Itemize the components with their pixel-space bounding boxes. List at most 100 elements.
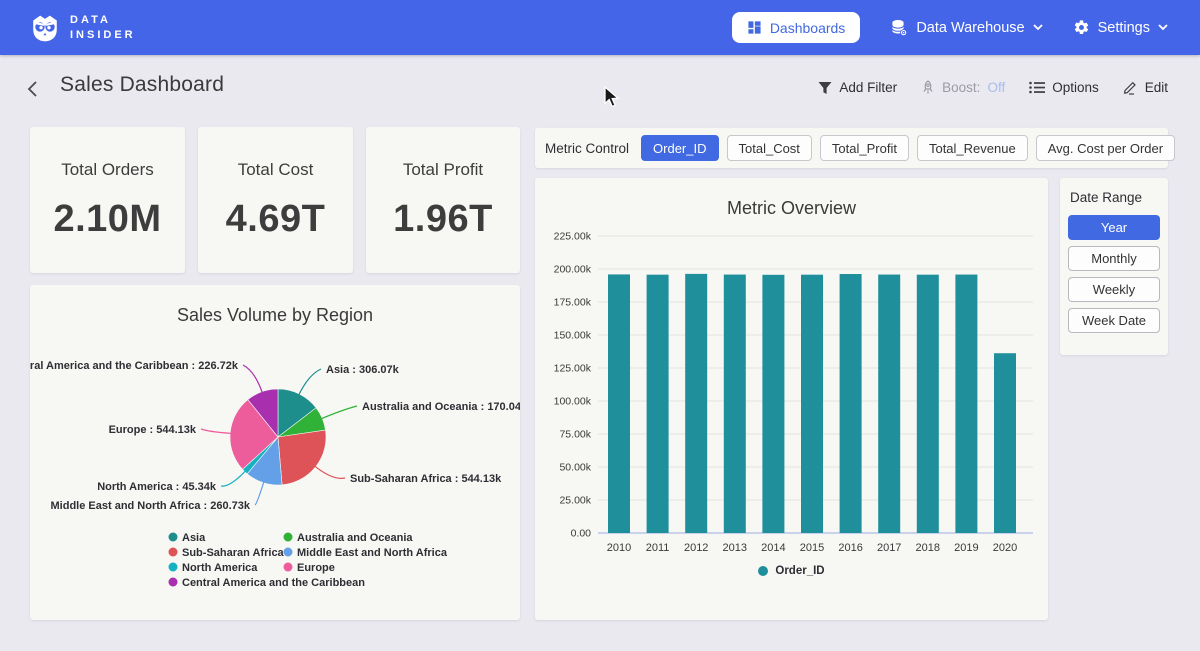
- y-axis-tick: 200.00k: [554, 264, 592, 276]
- navbar-menu: Dashboards Data Warehouse: [732, 12, 1168, 43]
- bar-2012[interactable]: [685, 274, 707, 533]
- pie-chart: Asia : 306.07kAustralia and Oceania : 17…: [30, 305, 520, 620]
- legend-dot-europe[interactable]: [284, 563, 293, 572]
- legend-dot-asia[interactable]: [169, 533, 178, 542]
- kpi-value: 1.96T: [393, 198, 493, 241]
- bar-2019[interactable]: [955, 275, 977, 533]
- y-axis-tick: 150.00k: [554, 330, 592, 342]
- bar-2011[interactable]: [647, 275, 669, 533]
- chevron-down-icon: [1033, 24, 1043, 31]
- x-axis-label: 2019: [954, 542, 978, 554]
- legend-item-middle-east-and-north-africa[interactable]: Middle East and North Africa: [297, 547, 448, 559]
- chevron-down-icon: [1158, 24, 1168, 31]
- bar-2015[interactable]: [801, 275, 823, 533]
- kpi-card-total-profit: Total Profit 1.96T: [366, 127, 520, 273]
- legend-dot-central-america-and-the-caribbean[interactable]: [169, 578, 178, 587]
- x-axis-label: 2015: [800, 542, 824, 554]
- data-warehouse-menu[interactable]: Data Warehouse: [890, 19, 1042, 37]
- metric-chip-total-revenue[interactable]: Total_Revenue: [917, 135, 1028, 161]
- bar-2016[interactable]: [840, 274, 862, 533]
- legend-item-asia[interactable]: Asia: [182, 532, 206, 544]
- pencil-icon: [1123, 80, 1138, 95]
- edit-label: Edit: [1145, 80, 1168, 95]
- date-range-week-date[interactable]: Week Date: [1068, 308, 1160, 333]
- date-range-panel: Date Range YearMonthlyWeeklyWeek Date: [1060, 178, 1168, 355]
- date-range-weekly[interactable]: Weekly: [1068, 277, 1160, 302]
- metric-control-bar: Metric Control Order_ID Total_Cost Total_P…: [535, 128, 1168, 168]
- bar-chart-title: Metric Overview: [535, 178, 1048, 219]
- bar-2013[interactable]: [724, 275, 746, 533]
- edit-button[interactable]: Edit: [1123, 80, 1168, 95]
- dashboards-label: Dashboards: [770, 20, 846, 36]
- legend-item-europe[interactable]: Europe: [297, 562, 335, 574]
- x-axis-label: 2014: [761, 542, 785, 554]
- legend-item-sub-saharan-africa[interactable]: Sub-Saharan Africa: [182, 547, 285, 559]
- back-button[interactable]: [26, 79, 40, 102]
- y-axis-tick: 225.00k: [554, 231, 592, 243]
- boost-state: Off: [987, 80, 1005, 95]
- pie-label-europe: Europe : 544.13k: [109, 424, 197, 436]
- add-filter-label: Add Filter: [839, 80, 897, 95]
- metric-chip-group: Order_ID Total_Cost Total_Profit Total_Reve…: [641, 135, 1175, 161]
- y-axis-tick: 125.00k: [554, 363, 592, 375]
- rocket-icon: [921, 80, 935, 95]
- pie-label-sub-saharan-africa: Sub-Saharan Africa : 544.13k: [350, 473, 502, 485]
- legend-label: Order_ID: [775, 565, 824, 577]
- brand-line2: INSIDER: [70, 29, 136, 41]
- x-axis-label: 2013: [723, 542, 747, 554]
- options-button[interactable]: Options: [1029, 80, 1099, 95]
- legend-item-north-america[interactable]: North America: [182, 562, 258, 574]
- dashboards-button[interactable]: Dashboards: [732, 12, 861, 43]
- legend-dot-australia-and-oceania[interactable]: [284, 533, 293, 542]
- date-range-year[interactable]: Year: [1068, 215, 1160, 240]
- bar-2017[interactable]: [878, 275, 900, 533]
- bar-2018[interactable]: [917, 275, 939, 533]
- x-axis-label: 2012: [684, 542, 708, 554]
- bar-chart-legend[interactable]: Order_ID: [535, 565, 1048, 577]
- kpi-label: Total Profit: [403, 160, 483, 180]
- pie-label-central-america-and-the-caribbean: Central America and the Caribbean : 226.…: [30, 360, 239, 372]
- legend-item-australia-and-oceania[interactable]: Australia and Oceania: [297, 532, 413, 544]
- bar-2020[interactable]: [994, 353, 1016, 533]
- metric-control-label: Metric Control: [545, 141, 629, 156]
- legend-item-central-america-and-the-caribbean[interactable]: Central America and the Caribbean: [182, 577, 365, 589]
- legend-dot-north-america[interactable]: [169, 563, 178, 572]
- kpi-label: Total Orders: [61, 160, 154, 180]
- bar-chart: 0.0025.00k50.00k75.00k100.00k125.00k150.…: [535, 224, 1048, 559]
- kpi-value: 2.10M: [53, 198, 161, 241]
- options-label: Options: [1052, 80, 1099, 95]
- brand-logo[interactable]: DATA INSIDER: [30, 13, 136, 43]
- gear-icon: [1073, 19, 1090, 36]
- boost-label: Boost:: [942, 80, 980, 95]
- y-axis-tick: 0.00: [571, 528, 592, 540]
- page-title: Sales Dashboard: [60, 73, 224, 97]
- metric-chip-total-cost[interactable]: Total_Cost: [727, 135, 812, 161]
- date-range-monthly[interactable]: Monthly: [1068, 246, 1160, 271]
- bar-2010[interactable]: [608, 274, 630, 533]
- legend-dot-middle-east-and-north-africa[interactable]: [284, 548, 293, 557]
- pie-slice-sub-saharan-africa[interactable]: [278, 430, 326, 485]
- owl-logo-icon: [30, 13, 60, 43]
- y-axis-tick: 100.00k: [554, 396, 592, 408]
- chevron-left-icon: [26, 79, 40, 99]
- x-axis-label: 2017: [877, 542, 901, 554]
- metric-chip-order-id[interactable]: Order_ID: [641, 135, 718, 161]
- x-axis-label: 2020: [993, 542, 1017, 554]
- database-icon: [890, 19, 908, 37]
- metric-chip-total-profit[interactable]: Total_Profit: [820, 135, 909, 161]
- metric-chip-avg-cost-per-order[interactable]: Avg. Cost per Order: [1036, 135, 1175, 161]
- settings-label: Settings: [1098, 20, 1150, 36]
- kpi-value: 4.69T: [226, 198, 326, 241]
- bar-2014[interactable]: [762, 275, 784, 533]
- pie-label-middle-east-and-north-africa: Middle East and North Africa : 260.73k: [51, 500, 251, 512]
- legend-dot-sub-saharan-africa[interactable]: [169, 548, 178, 557]
- settings-menu[interactable]: Settings: [1073, 19, 1168, 36]
- bar-chart-card: Metric Overview 0.0025.00k50.00k75.00k10…: [535, 178, 1048, 620]
- pie-chart-card: Sales Volume by Region Asia : 306.07kAus…: [30, 285, 520, 620]
- y-axis-tick: 25.00k: [559, 495, 591, 507]
- x-axis-label: 2011: [646, 542, 670, 554]
- boost-toggle[interactable]: Boost: Off: [921, 80, 1005, 95]
- y-axis-tick: 75.00k: [559, 429, 591, 441]
- add-filter-button[interactable]: Add Filter: [818, 80, 897, 95]
- top-navbar: DATA INSIDER Dashboards: [0, 0, 1200, 55]
